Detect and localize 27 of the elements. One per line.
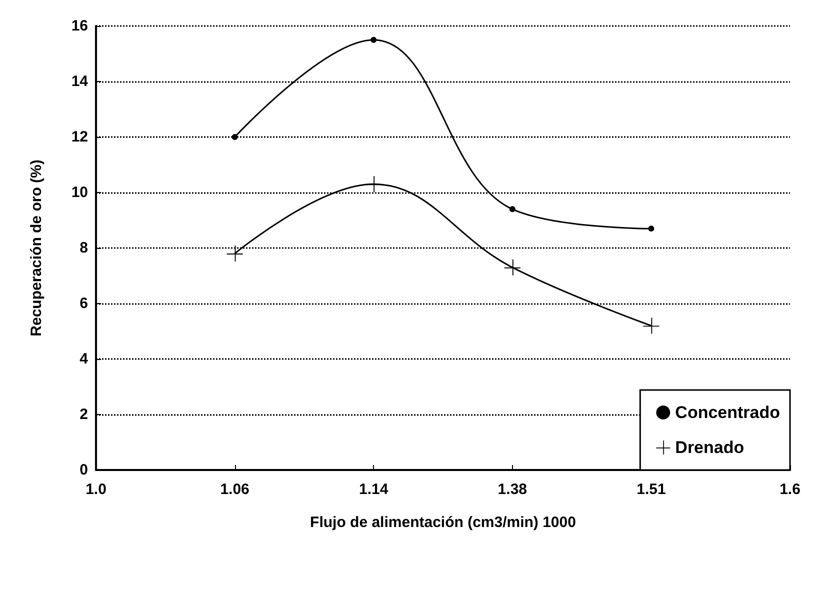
point xyxy=(232,134,238,140)
x-tick-label: 1.14 xyxy=(359,481,389,498)
point xyxy=(366,176,382,192)
point xyxy=(504,259,520,276)
x-tick-label: 1.51 xyxy=(636,481,666,498)
y-tick-label: 14 xyxy=(71,73,89,90)
y-tick-label: 0 xyxy=(80,462,88,478)
y-tick-label: 4 xyxy=(80,350,89,368)
y-tick-label: 10 xyxy=(71,184,88,201)
x-tick-label: 1.06 xyxy=(220,481,250,498)
point xyxy=(648,226,654,232)
x-axis-title: Flujo de alimentación (cm3/min) 1000 xyxy=(310,514,576,531)
point xyxy=(226,246,243,262)
point xyxy=(370,36,377,43)
point xyxy=(509,206,516,212)
legend-label: Concentrado xyxy=(675,403,780,422)
y-tick-label: 2 xyxy=(80,406,88,423)
y-tick-label: 16 xyxy=(71,18,88,34)
y-tick-label: 12 xyxy=(71,128,88,146)
point xyxy=(643,318,660,334)
x-tick-label: 1.0 xyxy=(86,481,106,498)
y-tick-label: 8 xyxy=(80,240,88,256)
x-tick-label: 1.6 xyxy=(780,481,800,498)
legend-label: Drenado xyxy=(675,438,744,457)
y-axis-title: Recuperación de oro (%) xyxy=(28,160,45,336)
x-tick-label: 1.38 xyxy=(498,481,527,498)
y-tick-label: 6 xyxy=(80,295,88,312)
